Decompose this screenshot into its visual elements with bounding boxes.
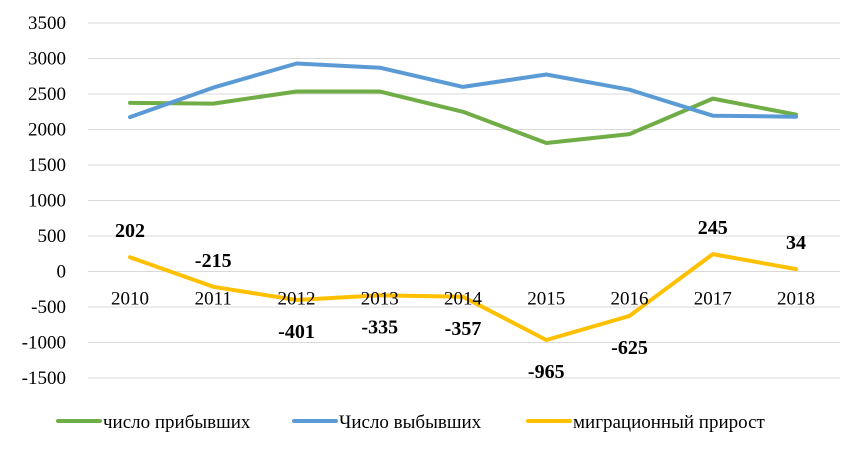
y-tick-label: 500 (38, 226, 67, 247)
y-tick-label: 3500 (28, 13, 66, 34)
y-axis-ticks: -1500 -1000 -500 0 500 1000 1500 2000 2500 3000 35… (22, 13, 66, 389)
x-tick-label: 2015 (527, 289, 565, 310)
gridlines (88, 22, 840, 379)
data-label: -965 (528, 361, 565, 383)
x-tick-label: 2017 (694, 289, 732, 310)
y-tick-label: -1500 (22, 368, 66, 389)
y-tick-label: -1000 (22, 333, 66, 354)
y-tick-label: 2000 (28, 120, 66, 141)
data-label: -357 (445, 318, 482, 340)
legend-label: Число выбывших (339, 412, 482, 433)
y-tick-label: 2500 (28, 84, 66, 105)
series-lines (128, 61, 798, 342)
x-tick-label: 2013 (361, 289, 399, 310)
data-label: -335 (361, 316, 398, 338)
data-label: -215 (195, 250, 232, 272)
data-label: -625 (611, 337, 648, 359)
legend-label: миграционный прирост (573, 412, 766, 433)
legend-label: число прибывших (103, 412, 251, 433)
data-labels: 202 -215 -401 -335 -357 -965 -625 245 34 (115, 217, 806, 383)
y-tick-label: 1000 (28, 191, 66, 212)
x-axis-ticks: 2010 2011 2012 2013 2014 2015 2016 2017 2018 (111, 289, 815, 310)
data-label: -401 (278, 321, 315, 343)
series-line-3 (128, 252, 798, 342)
data-label: 34 (786, 232, 806, 254)
legend: число прибывших Число выбывших миграционны… (56, 412, 766, 433)
y-tick-label: -500 (31, 297, 66, 318)
x-tick-label: 2018 (777, 289, 815, 310)
series-line-2 (128, 61, 798, 120)
x-tick-label: 2011 (195, 289, 232, 310)
x-tick-label: 2016 (611, 289, 649, 310)
x-tick-label: 2010 (111, 289, 149, 310)
x-tick-label: 2012 (278, 289, 316, 310)
y-tick-label: 3000 (28, 49, 66, 70)
series-line-1 (128, 89, 798, 145)
data-label: 202 (115, 220, 145, 242)
y-tick-label: 1500 (28, 155, 66, 176)
y-tick-label: 0 (57, 262, 67, 283)
data-label: 245 (698, 217, 728, 239)
x-tick-label: 2014 (444, 289, 483, 310)
